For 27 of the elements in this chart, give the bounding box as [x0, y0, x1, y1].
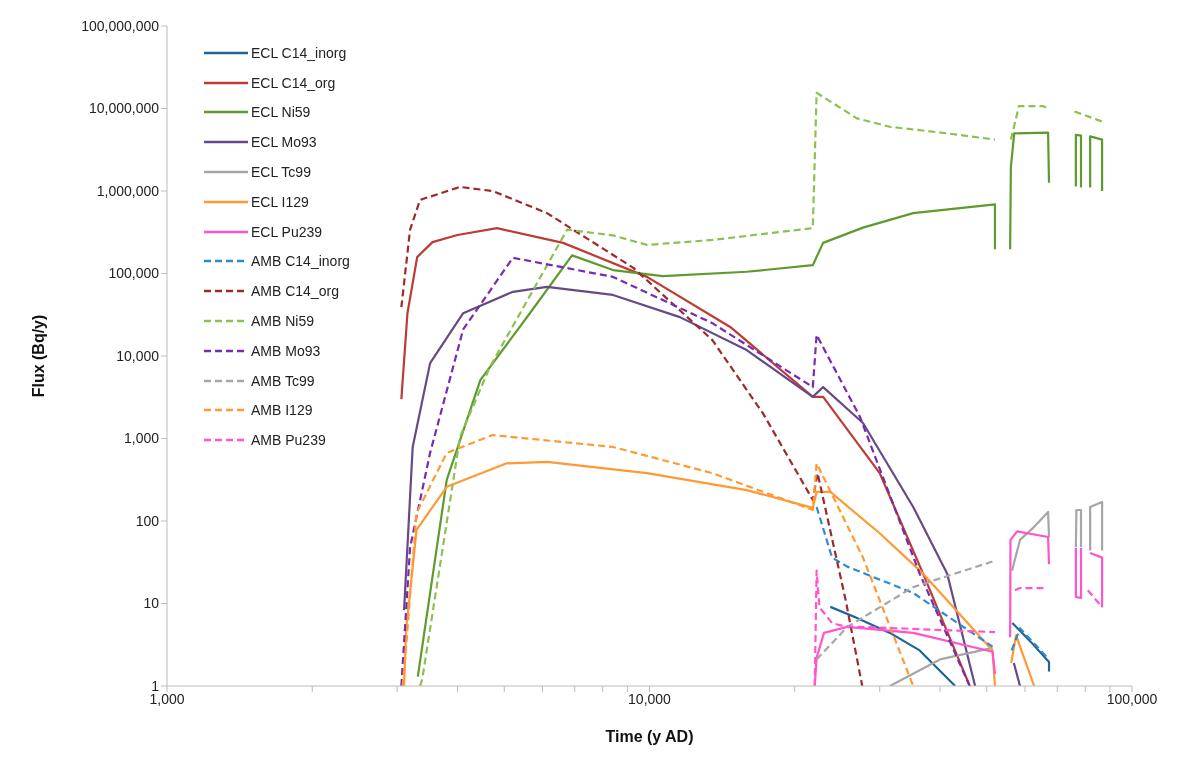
x-tick-label: 100,000	[1106, 690, 1158, 707]
legend-label: AMB Tc99	[251, 372, 315, 389]
y-tick-label: 100,000,000	[81, 17, 160, 34]
legend-label: AMB Mo93	[251, 342, 321, 359]
x-tick-label: 10,000	[628, 690, 672, 707]
y-axis-title: Flux (Bq/y)	[29, 314, 47, 398]
y-tick-label: 100,000	[108, 265, 160, 282]
legend-label: ECL Tc99	[251, 164, 311, 181]
y-tick-label: 1,000,000	[96, 182, 160, 199]
legend-label: ECL Ni59	[251, 104, 311, 121]
y-tick-label: 100	[135, 512, 160, 529]
y-tick-label: 1	[151, 677, 160, 694]
legend-label: AMB Ni59	[251, 313, 315, 330]
legend-label: AMB I129	[251, 402, 313, 419]
y-tick-label: 10	[143, 595, 160, 612]
legend-label: AMB Pu239	[251, 432, 326, 449]
legend-label: AMB C14_inorg	[251, 253, 350, 270]
y-tick-label: 1,000	[123, 430, 160, 447]
legend-label: ECL I129	[251, 193, 309, 210]
legend-label: ECL C14_org	[251, 74, 336, 91]
legend-label: ECL Pu239	[251, 223, 323, 240]
legend-label: AMB C14_org	[251, 283, 339, 300]
x-axis-title: Time (y AD)	[605, 728, 694, 745]
y-tick-label: 10,000,000	[88, 100, 160, 117]
legend-label: ECL C14_inorg	[251, 44, 347, 61]
y-tick-label: 10,000	[116, 347, 160, 364]
legend-label: ECL Mo93	[251, 134, 317, 151]
